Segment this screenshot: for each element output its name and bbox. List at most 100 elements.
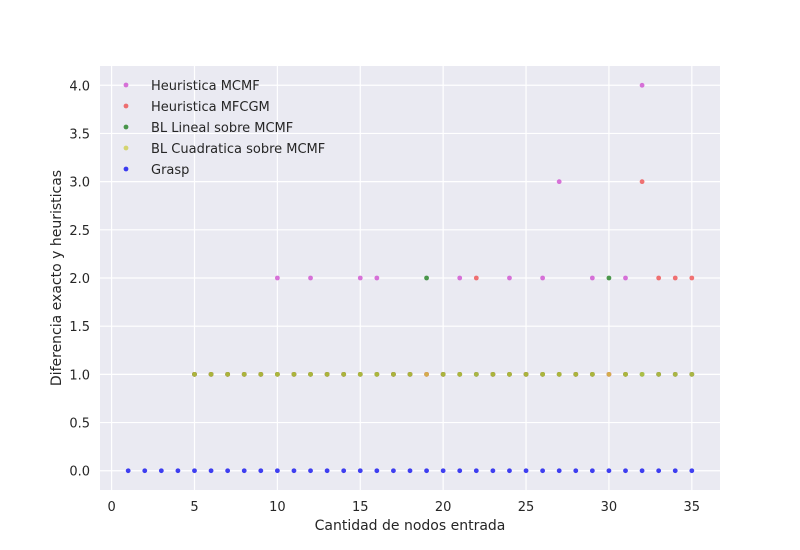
data-point [639, 468, 645, 474]
x-tick-label: 30 [601, 500, 618, 515]
legend-item: Grasp [123, 163, 189, 178]
data-point [639, 82, 645, 88]
data-point [308, 275, 313, 281]
data-point [623, 371, 628, 377]
data-point [589, 371, 595, 377]
legend-marker [123, 103, 129, 109]
legend-label: BL Lineal sobre MCMF [151, 121, 293, 136]
data-point [424, 275, 429, 281]
y-tick-label: 1.0 [69, 368, 90, 383]
data-point [192, 371, 197, 377]
data-point [391, 468, 396, 474]
data-point [490, 371, 496, 377]
legend-label: Heuristica MCMF [151, 79, 260, 94]
data-point [523, 371, 529, 377]
data-point [274, 371, 280, 377]
data-point [258, 371, 264, 377]
data-point [324, 371, 330, 377]
data-point [672, 275, 678, 281]
data-point [241, 468, 247, 474]
data-point [540, 371, 546, 377]
x-axis-label: Cantidad de nodos entrada [315, 518, 506, 534]
x-tick-label: 25 [518, 500, 535, 515]
data-point [623, 275, 628, 281]
legend-item: Heuristica MFCGM [123, 100, 270, 115]
data-point [473, 371, 479, 377]
data-point [556, 371, 562, 377]
data-point [374, 371, 380, 377]
x-tick-label: 5 [190, 500, 198, 515]
data-point [606, 468, 612, 474]
legend-marker [123, 124, 129, 130]
data-point [656, 275, 662, 281]
legend-label: BL Cuadratica sobre MCMF [151, 142, 325, 157]
tick-labels: 0 5 10 15 20 25 30 35 0.0 0.5 1.0 1.5 2.0 2.5 3.0 3.5 4.… [69, 79, 700, 515]
data-point [689, 275, 695, 281]
data-point [357, 468, 363, 474]
data-point [457, 468, 463, 474]
data-point [291, 468, 297, 474]
data-point [407, 371, 413, 377]
x-tick-label: 10 [269, 500, 286, 515]
data-point [540, 275, 546, 281]
data-point [457, 275, 463, 281]
data-point [672, 468, 678, 474]
data-point [175, 468, 181, 474]
data-point [507, 275, 512, 281]
data-point [656, 371, 662, 377]
data-point [573, 468, 579, 474]
x-tick-label: 15 [352, 500, 369, 515]
x-tick-label: 0 [107, 500, 115, 515]
data-point [424, 468, 429, 474]
data-point [556, 179, 562, 185]
data-point [225, 468, 231, 474]
data-point [357, 371, 363, 377]
data-point [623, 468, 628, 474]
data-point [258, 468, 264, 474]
legend-item: BL Cuadratica sobre MCMF [123, 142, 325, 157]
data-point [440, 468, 446, 474]
data-point [374, 275, 380, 281]
data-point [192, 468, 197, 474]
data-point [440, 371, 446, 377]
data-point [639, 371, 645, 377]
data-point [540, 468, 546, 474]
legend-item: Heuristica MCMF [123, 79, 260, 94]
y-tick-label: 1.5 [69, 320, 90, 335]
y-axis-label: Diferencia exacto y heuristicas [49, 170, 65, 386]
data-point [391, 371, 396, 377]
data-point [241, 371, 247, 377]
data-point [125, 468, 131, 474]
data-point [225, 371, 231, 377]
y-tick-label: 3.0 [69, 176, 90, 191]
legend: Heuristica MCMF Heuristica MFCGM BL Lineal… [123, 79, 325, 178]
data-point [457, 371, 463, 377]
data-point [208, 371, 214, 377]
data-point [473, 275, 479, 281]
legend-label: Heuristica MFCGM [151, 100, 270, 115]
data-point [507, 371, 512, 377]
y-tick-label: 0.5 [69, 417, 90, 432]
data-point [556, 468, 562, 474]
legend-marker [123, 145, 129, 151]
y-tick-label: 2.0 [69, 272, 90, 287]
data-points [125, 82, 695, 474]
data-point [523, 468, 529, 474]
data-point [357, 275, 363, 281]
data-point [142, 468, 148, 474]
series-5 [125, 468, 695, 474]
data-point [274, 468, 280, 474]
series-4 [192, 371, 695, 377]
data-point [656, 468, 662, 474]
data-point [291, 371, 297, 377]
data-point [689, 468, 695, 474]
data-point [274, 275, 280, 281]
data-point [308, 371, 313, 377]
data-point [341, 371, 347, 377]
legend-label: Grasp [151, 163, 189, 178]
data-point [689, 371, 695, 377]
y-tick-label: 0.0 [69, 465, 90, 480]
data-point [424, 371, 429, 377]
data-point [473, 468, 479, 474]
